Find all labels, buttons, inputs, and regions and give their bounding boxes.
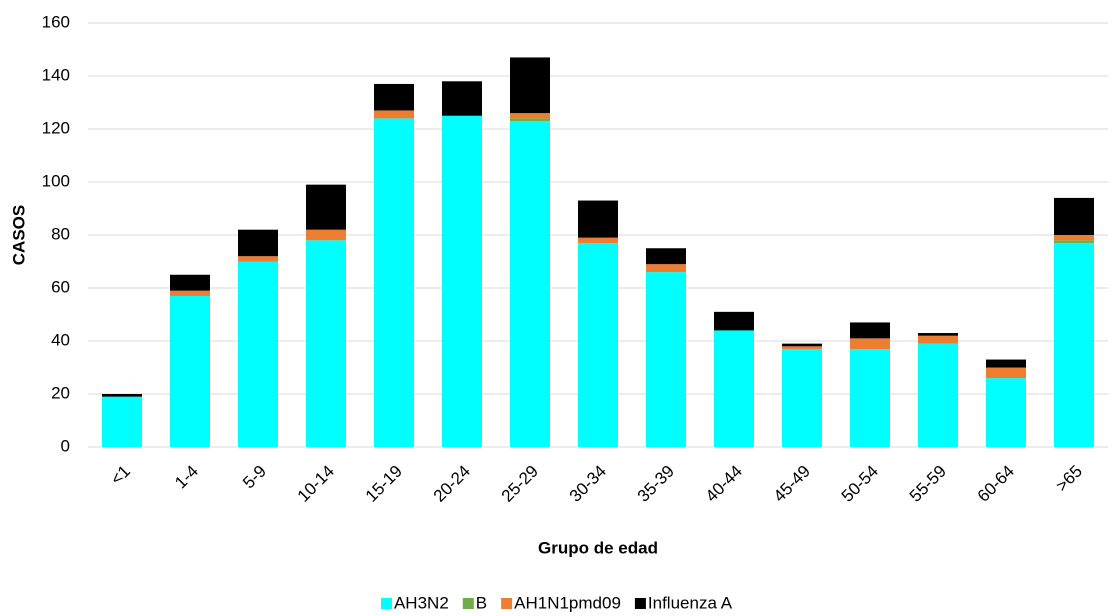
- x-tick-label: 5-9: [239, 462, 270, 493]
- bar-segment: [374, 83, 414, 111]
- bar-segment: [646, 248, 686, 265]
- bar-segment: [170, 295, 210, 447]
- x-tick-label: 15-19: [362, 462, 406, 506]
- legend-label: B: [476, 593, 487, 612]
- bar-segment: [918, 333, 958, 336]
- legend-swatch: [634, 598, 646, 609]
- x-tick-label: 35-39: [634, 462, 678, 506]
- bar-segment: [918, 335, 958, 344]
- bar-segment: [918, 343, 958, 447]
- x-tick-label: >65: [1052, 462, 1086, 496]
- y-tick-label: 20: [51, 383, 70, 402]
- legend-swatch: [380, 598, 392, 609]
- legend-swatch: [501, 598, 513, 609]
- y-axis-title: CASOS: [9, 205, 28, 265]
- bar-segment: [986, 378, 1026, 447]
- x-tick-label: 60-64: [974, 462, 1018, 506]
- bar-segment: [1054, 235, 1094, 241]
- bar-segment: [578, 237, 618, 243]
- bar-segment: [578, 242, 618, 447]
- x-tick-label: <1: [107, 462, 134, 489]
- bar-segment: [850, 348, 890, 447]
- x-tick-label: 1-4: [171, 462, 202, 493]
- bar-segment: [102, 394, 142, 397]
- y-tick-label: 0: [61, 436, 70, 455]
- x-tick-label: 55-59: [906, 462, 950, 506]
- bar-segment: [1054, 242, 1094, 447]
- bar-segment: [850, 322, 890, 339]
- bar-segment: [374, 118, 414, 448]
- bar-segment: [442, 115, 482, 447]
- x-tick-label: 20-24: [430, 462, 474, 506]
- x-tick-label: 30-34: [566, 462, 610, 506]
- bar-segment: [238, 229, 278, 257]
- bar-segment: [102, 396, 142, 447]
- x-tick-label: 25-29: [498, 462, 542, 506]
- bar-segment: [306, 229, 346, 241]
- bar-segment: [510, 121, 550, 448]
- bar-segment: [374, 110, 414, 119]
- x-tick-label: 40-44: [702, 462, 746, 506]
- y-tick-label: 40: [51, 330, 70, 349]
- y-tick-label: 60: [51, 277, 70, 296]
- x-tick-label: 10-14: [294, 462, 338, 506]
- y-tick-label: 140: [42, 65, 70, 84]
- bar-segment: [986, 367, 1026, 379]
- bar-segment: [510, 113, 550, 119]
- legend-swatch: [462, 598, 474, 609]
- bar-segment: [714, 330, 754, 447]
- bar-segment: [510, 57, 550, 114]
- bar-segment: [646, 272, 686, 447]
- bar-segment: [170, 290, 210, 296]
- legend-label: AH3N2: [394, 593, 449, 612]
- legend-label: AH1N1pmd09: [514, 593, 621, 612]
- bar-segment: [578, 200, 618, 238]
- bar-segment: [510, 118, 550, 122]
- x-tick-label: 50-54: [838, 462, 882, 506]
- x-tick-label: 45-49: [770, 462, 814, 506]
- bar-segment: [714, 311, 754, 331]
- bar-segment: [238, 261, 278, 447]
- bar-segment: [238, 256, 278, 262]
- legend-label: Influenza A: [648, 593, 733, 612]
- bar-segment: [782, 343, 822, 347]
- bar-segment: [1054, 197, 1094, 235]
- bar-segment: [850, 338, 890, 349]
- y-tick-label: 120: [42, 118, 70, 137]
- bar-segment: [782, 348, 822, 447]
- bar-segment: [306, 184, 346, 230]
- legend: AH3N2 B AH1N1pmd09 Influenza A: [380, 593, 733, 612]
- bar-segment: [170, 274, 210, 291]
- y-tick-label: 100: [42, 171, 70, 190]
- y-tick-label: 160: [42, 12, 70, 31]
- x-axis-title: Grupo de edad: [538, 538, 658, 557]
- bar-segment: [782, 346, 822, 349]
- bar-segment: [442, 81, 482, 116]
- bar-segment: [646, 264, 686, 273]
- bar-segment: [1054, 240, 1094, 243]
- y-tick-label: 80: [51, 224, 70, 243]
- bar-segment: [986, 359, 1026, 368]
- bar-segment: [306, 240, 346, 447]
